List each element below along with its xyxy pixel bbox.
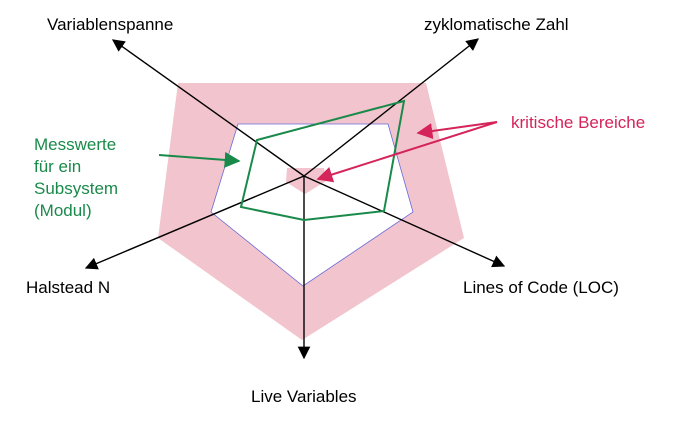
outer-critical-band — [158, 83, 464, 340]
critical-pointer-arrow-inner — [316, 121, 498, 183]
measurement-label-line-4: (Modul) — [34, 201, 92, 220]
axis-zyklomatische-zahl — [303, 38, 479, 177]
axis-label-halstead-n: Halstead N — [26, 278, 110, 297]
axis-variablenspanne — [111, 39, 305, 177]
inner-critical-area — [286, 168, 326, 194]
axis-label-loc: Lines of Code (LOC) — [463, 278, 619, 297]
axis-halstead-n — [84, 175, 305, 270]
measurement-label: Messwerte für ein Subsystem (Modul) — [34, 135, 118, 220]
axes — [84, 38, 506, 360]
axis-label-variablenspanne: Variablenspanne — [47, 15, 173, 34]
acceptable-region-boundary — [210, 123, 414, 287]
measurement-label-line-1: Messwerte — [34, 135, 116, 154]
critical-pointer-arrow-outer — [416, 121, 498, 139]
axis-label-zyklomatische-zahl: zyklomatische Zahl — [424, 15, 569, 34]
measurement-label-line-2: für ein — [34, 157, 81, 176]
axis-label-live-variables: Live Variables — [251, 387, 357, 406]
measurement-polygon — [239, 99, 406, 222]
axis-loc — [303, 175, 506, 268]
measurement-label-line-3: Subsystem — [34, 179, 118, 198]
critical-areas-label: kritische Bereiche — [511, 113, 645, 132]
measurement-pointer-arrow — [158, 151, 241, 168]
